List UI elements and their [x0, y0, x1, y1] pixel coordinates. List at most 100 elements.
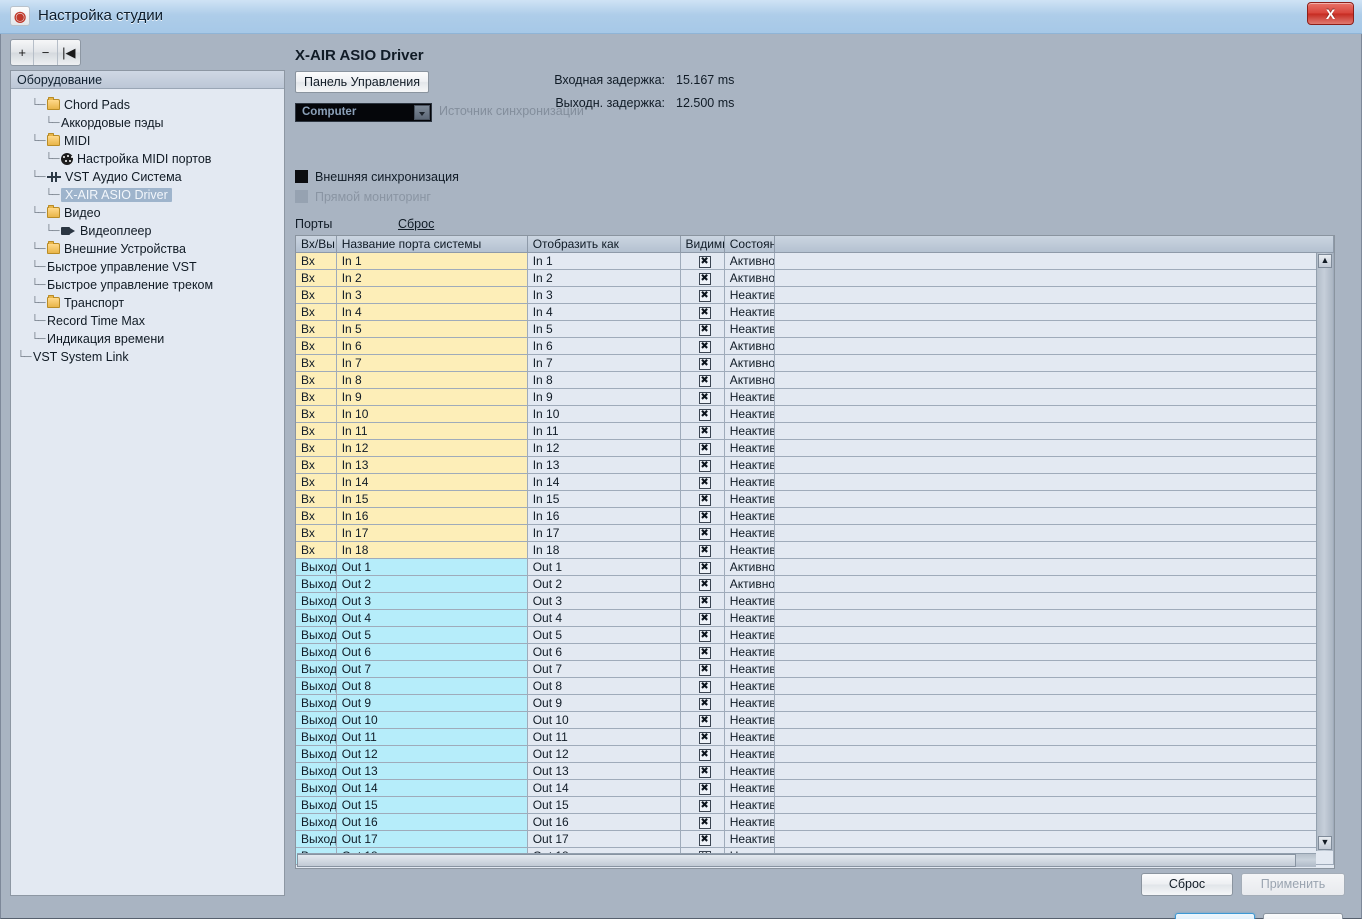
external-sync-checkbox-row[interactable]: Внешняя синхронизация: [295, 170, 459, 184]
cell-vis[interactable]: ✖: [680, 320, 725, 338]
table-row[interactable]: Выход Out 6 Out 6 ✖ Неактив: [296, 643, 1334, 661]
visible-checkbox[interactable]: ✖: [698, 544, 711, 557]
cell-showas[interactable]: Out 4: [527, 609, 681, 627]
cell-showas[interactable]: In 5: [527, 320, 681, 338]
table-row[interactable]: Выход Out 16 Out 16 ✖ Неактив: [296, 813, 1334, 831]
visible-checkbox[interactable]: ✖: [698, 527, 711, 540]
visible-checkbox[interactable]: ✖: [698, 646, 711, 659]
sidebar-item-9[interactable]: └─ Быстрое управление VST: [11, 258, 284, 276]
visible-checkbox[interactable]: ✖: [698, 289, 711, 302]
cell-showas[interactable]: In 9: [527, 388, 681, 406]
cell-showas[interactable]: In 14: [527, 473, 681, 491]
cell-showas[interactable]: Out 15: [527, 796, 681, 814]
sidebar-item-12[interactable]: └─ Record Time Max: [11, 312, 284, 330]
visible-checkbox[interactable]: ✖: [698, 833, 711, 846]
cell-showas[interactable]: Out 8: [527, 677, 681, 695]
visible-checkbox[interactable]: ✖: [698, 680, 711, 693]
table-row[interactable]: Выход Out 9 Out 9 ✖ Неактив: [296, 694, 1334, 712]
cell-showas[interactable]: Out 3: [527, 592, 681, 610]
cancel-button[interactable]: Отмена: [1263, 913, 1343, 919]
column-header-showas[interactable]: Отобразить как: [527, 236, 681, 253]
cell-vis[interactable]: ✖: [680, 490, 725, 508]
add-device-button[interactable]: +: [11, 40, 35, 65]
cell-vis[interactable]: ✖: [680, 439, 725, 457]
visible-checkbox[interactable]: ✖: [698, 272, 711, 285]
cell-vis[interactable]: ✖: [680, 303, 725, 321]
table-row[interactable]: Выход Out 13 Out 13 ✖ Неактив: [296, 762, 1334, 780]
table-row[interactable]: Выход Out 15 Out 15 ✖ Неактив: [296, 796, 1334, 814]
column-header-sysname[interactable]: Название порта системы: [336, 236, 528, 253]
visible-checkbox[interactable]: ✖: [698, 697, 711, 710]
vertical-scrollbar[interactable]: ▲ ▼: [1316, 253, 1333, 851]
visible-checkbox[interactable]: ✖: [698, 425, 711, 438]
table-row[interactable]: Вх In 18 In 18 ✖ Неактив: [296, 541, 1334, 559]
cell-vis[interactable]: ✖: [680, 830, 725, 848]
cell-showas[interactable]: Out 12: [527, 745, 681, 763]
cell-showas[interactable]: In 13: [527, 456, 681, 474]
table-row[interactable]: Вх In 9 In 9 ✖ Неактив: [296, 388, 1334, 406]
sidebar-item-13[interactable]: └─ Индикация времени: [11, 330, 284, 348]
cell-showas[interactable]: In 18: [527, 541, 681, 559]
visible-checkbox[interactable]: ✖: [698, 340, 711, 353]
cell-showas[interactable]: In 3: [527, 286, 681, 304]
table-row[interactable]: Вх In 3 In 3 ✖ Неактив: [296, 286, 1334, 304]
horizontal-scrollbar[interactable]: [297, 853, 1316, 867]
visible-checkbox[interactable]: ✖: [698, 765, 711, 778]
cell-showas[interactable]: In 2: [527, 269, 681, 287]
cell-vis[interactable]: ✖: [680, 541, 725, 559]
table-row[interactable]: Вх In 15 In 15 ✖ Неактив: [296, 490, 1334, 508]
sidebar-item-2[interactable]: └─ MIDI: [11, 132, 284, 150]
visible-checkbox[interactable]: ✖: [698, 306, 711, 319]
visible-checkbox[interactable]: ✖: [698, 255, 711, 268]
cell-vis[interactable]: ✖: [680, 677, 725, 695]
cell-vis[interactable]: ✖: [680, 660, 725, 678]
cell-vis[interactable]: ✖: [680, 524, 725, 542]
cell-showas[interactable]: Out 5: [527, 626, 681, 644]
cell-showas[interactable]: In 1: [527, 252, 681, 270]
reset-device-button[interactable]: |◀: [62, 45, 76, 60]
table-row[interactable]: Вх In 12 In 12 ✖ Неактив: [296, 439, 1334, 457]
cell-showas[interactable]: Out 7: [527, 660, 681, 678]
table-row[interactable]: Вх In 10 In 10 ✖ Неактив: [296, 405, 1334, 423]
cell-showas[interactable]: Out 13: [527, 762, 681, 780]
column-header-state[interactable]: Состоян: [724, 236, 776, 253]
table-row[interactable]: Вх In 7 In 7 ✖ Активно: [296, 354, 1334, 372]
table-row[interactable]: Выход Out 2 Out 2 ✖ Активно: [296, 575, 1334, 593]
visible-checkbox[interactable]: ✖: [698, 408, 711, 421]
sidebar-item-0[interactable]: └─ Chord Pads: [11, 96, 284, 114]
cell-vis[interactable]: ✖: [680, 643, 725, 661]
table-row[interactable]: Вх In 5 In 5 ✖ Неактив: [296, 320, 1334, 338]
cell-showas[interactable]: In 15: [527, 490, 681, 508]
cell-vis[interactable]: ✖: [680, 507, 725, 525]
cell-showas[interactable]: Out 16: [527, 813, 681, 831]
cell-vis[interactable]: ✖: [680, 609, 725, 627]
table-row[interactable]: Выход Out 11 Out 11 ✖ Неактив: [296, 728, 1334, 746]
visible-checkbox[interactable]: ✖: [698, 493, 711, 506]
table-row[interactable]: Выход Out 3 Out 3 ✖ Неактив: [296, 592, 1334, 610]
table-row[interactable]: Выход Out 1 Out 1 ✖ Активно: [296, 558, 1334, 576]
cell-vis[interactable]: ✖: [680, 558, 725, 576]
cell-vis[interactable]: ✖: [680, 796, 725, 814]
cell-showas[interactable]: In 16: [527, 507, 681, 525]
table-row[interactable]: Вх In 11 In 11 ✖ Неактив: [296, 422, 1334, 440]
cell-vis[interactable]: ✖: [680, 405, 725, 423]
table-row[interactable]: Вх In 2 In 2 ✖ Активно: [296, 269, 1334, 287]
cell-vis[interactable]: ✖: [680, 813, 725, 831]
table-row[interactable]: Вх In 13 In 13 ✖ Неактив: [296, 456, 1334, 474]
table-row[interactable]: Выход Out 4 Out 4 ✖ Неактив: [296, 609, 1334, 627]
sidebar-item-3[interactable]: └─ Настройка MIDI портов: [11, 150, 284, 168]
visible-checkbox[interactable]: ✖: [698, 595, 711, 608]
sync-source-select[interactable]: Computer: [295, 103, 432, 122]
external-sync-checkbox[interactable]: [295, 170, 308, 183]
cell-vis[interactable]: ✖: [680, 728, 725, 746]
ok-button[interactable]: OK: [1175, 913, 1255, 919]
cell-vis[interactable]: ✖: [680, 269, 725, 287]
sidebar-item-7[interactable]: └─ Видеоплеер: [11, 222, 284, 240]
table-row[interactable]: Вх In 17 In 17 ✖ Неактив: [296, 524, 1334, 542]
cell-showas[interactable]: Out 9: [527, 694, 681, 712]
visible-checkbox[interactable]: ✖: [698, 663, 711, 676]
visible-checkbox[interactable]: ✖: [698, 476, 711, 489]
visible-checkbox[interactable]: ✖: [698, 561, 711, 574]
sidebar-item-4[interactable]: └─ VST Аудио Система: [11, 168, 284, 186]
visible-checkbox[interactable]: ✖: [698, 374, 711, 387]
